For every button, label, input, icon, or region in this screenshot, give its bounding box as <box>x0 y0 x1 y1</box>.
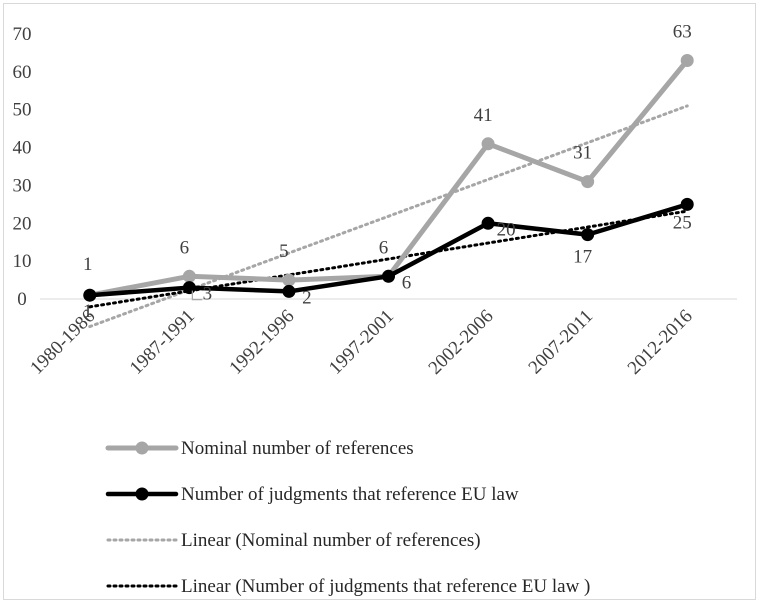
y-tick-label: 30 <box>13 175 32 196</box>
trendlines <box>88 104 689 329</box>
data-label: 6 <box>379 237 389 258</box>
data-point <box>581 175 595 189</box>
x-tick-label: 2012-2016 <box>624 306 697 379</box>
data-point <box>481 216 495 230</box>
x-axis: 1980-1986 1987-1991 1992-1996 1997-2001 2002… <box>26 298 737 379</box>
trendline <box>88 104 689 329</box>
legend-label: Number of judgments that reference EU la… <box>181 484 519 505</box>
legend-item: Nominal number of references <box>105 438 414 459</box>
label-leader-line <box>191 290 203 301</box>
x-tick-label: 1987-1991 <box>126 306 199 379</box>
x-tick-label: 2002-2006 <box>425 306 498 379</box>
x-tick-label: 1997-2001 <box>325 306 398 379</box>
data-label: 17 <box>573 247 592 268</box>
series-lines <box>83 54 694 302</box>
data-point <box>581 228 595 242</box>
y-tick-label: 10 <box>13 251 32 272</box>
y-tick-label: 0 <box>17 289 27 310</box>
data-point <box>182 281 196 295</box>
y-tick-label: 40 <box>13 138 32 159</box>
data-label: 6 <box>402 272 412 293</box>
y-axis: 0 10 20 30 40 50 60 70 <box>13 24 32 310</box>
chart-frame: 0 10 20 30 40 50 60 70 1980-1986 1987-1991 1992-1… <box>3 3 756 600</box>
legend-label: Linear (Number of judgments that referen… <box>181 576 590 597</box>
data-labels: 1 6 5 6 41 31 63 1 3 2 6 20 17 25 <box>83 22 692 323</box>
data-label: 20 <box>497 219 516 240</box>
legend-swatch-marker <box>135 441 149 455</box>
data-point <box>481 137 495 151</box>
x-tick-label: 1992-1996 <box>225 306 298 379</box>
data-label: 31 <box>573 143 592 164</box>
data-label: 25 <box>673 212 692 233</box>
data-point <box>182 269 196 283</box>
data-label: 5 <box>279 241 289 262</box>
data-label: 1 <box>83 301 93 322</box>
data-label: 3 <box>203 284 213 305</box>
legend-item: Linear (Nominal number of references) <box>106 530 481 551</box>
data-label: 6 <box>180 237 190 258</box>
data-label: 41 <box>474 105 493 126</box>
data-point <box>282 273 296 287</box>
data-point <box>382 269 395 283</box>
y-tick-label: 50 <box>13 100 32 121</box>
legend-label: Linear (Nominal number of references) <box>181 530 481 551</box>
y-tick-label: 20 <box>13 213 32 234</box>
data-point <box>680 197 694 211</box>
legend-item: Linear (Number of judgments that referen… <box>106 576 590 597</box>
data-label: 63 <box>673 22 692 43</box>
data-point <box>83 288 97 302</box>
data-point <box>282 284 296 298</box>
legend-label: Nominal number of references <box>181 438 414 459</box>
data-label: 2 <box>302 287 312 308</box>
data-label: 1 <box>83 254 93 275</box>
data-point <box>680 54 694 67</box>
y-tick-label: 60 <box>13 62 32 83</box>
x-tick-label: 2007-2011 <box>525 306 598 379</box>
legend: Nominal number of references Number of ju… <box>105 438 590 597</box>
legend-item: Number of judgments that reference EU la… <box>105 484 519 505</box>
trendline <box>88 209 689 309</box>
y-tick-label: 70 <box>13 24 32 45</box>
legend-swatch-marker <box>135 487 149 501</box>
